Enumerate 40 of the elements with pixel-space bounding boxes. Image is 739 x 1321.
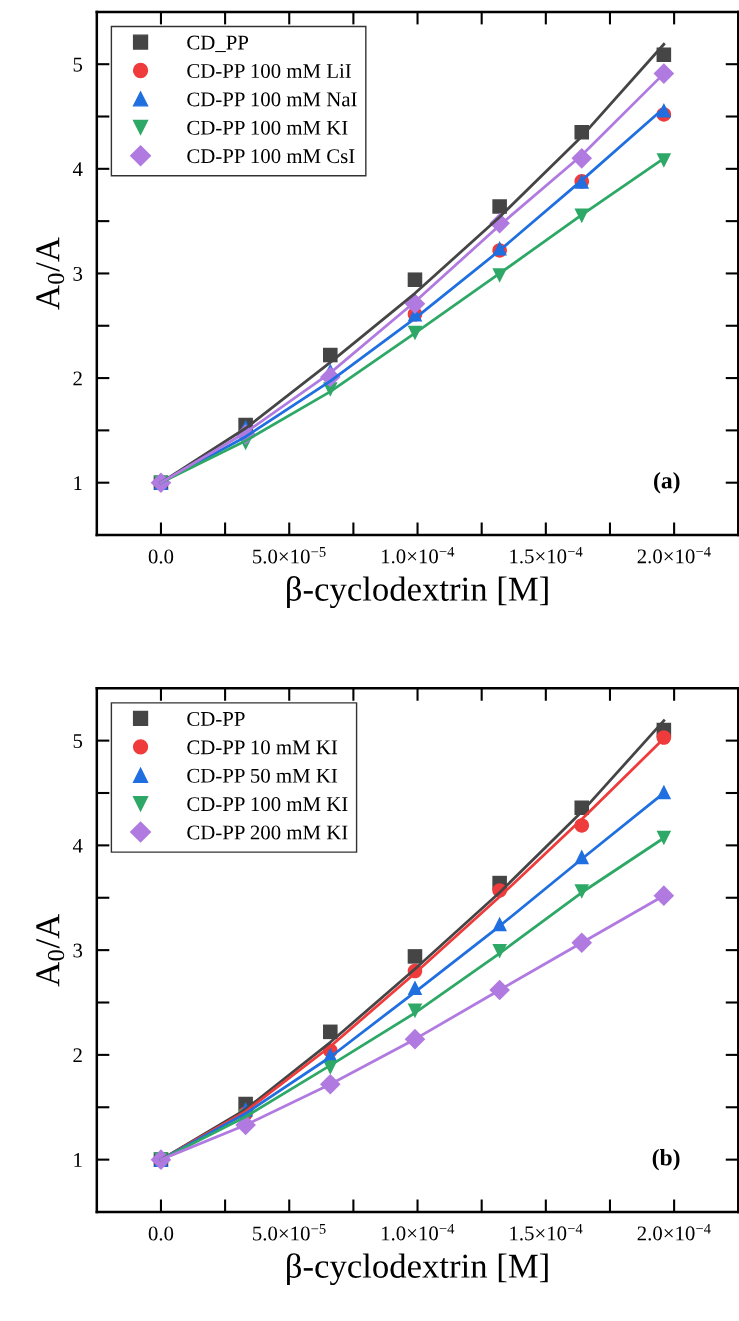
legend-label: CD-PP 50 mM KI [187, 768, 338, 783]
y-tick-label: 3 [73, 943, 83, 958]
point [407, 949, 423, 964]
legend-label: CD_PP [187, 35, 249, 53]
y-tick-label: 1 [74, 476, 82, 490]
point [492, 199, 507, 214]
annotation: (a) [654, 471, 680, 494]
y-axis-title: A$_{0}$/A [36, 237, 65, 310]
legend-label: CD-PP 100 mM LiI [187, 63, 351, 78]
legend-label: CD-PP 100 mM KI [187, 120, 348, 135]
legend-label: CD-PP 100 mM KI [187, 797, 348, 812]
x-axis-title: β-cyclodextrin [M] [287, 1253, 548, 1286]
legend-label: CD-PP 100 mM CsI [187, 149, 355, 164]
y-tick-label: 2 [73, 371, 82, 386]
point [407, 272, 423, 288]
annotation: (b) [652, 1148, 680, 1171]
x-axis-title: β-cyclodextrin [M] [287, 576, 548, 609]
y-tick-label: 3 [73, 266, 83, 281]
y-tick-label: 2 [73, 1048, 82, 1063]
x-tick-label: 1.5×10$^{−4}$ [510, 1223, 583, 1241]
x-tick-label: 0.0 [148, 1226, 174, 1241]
x-tick-label: 5.0×10$^{−5}$ [253, 547, 326, 564]
x-tick-label: 1.0×10$^{−4}$ [381, 1223, 455, 1241]
x-tick-label: 5.0×10$^{−5}$ [253, 1224, 326, 1241]
legend-label: CD-PP 100 mM NaI [187, 92, 357, 107]
y-tick-label: 1 [74, 1153, 82, 1167]
y-tick-label: 5 [73, 734, 83, 749]
x-tick-label: 1.5×10$^{−4}$ [510, 546, 583, 564]
x-tick-label: 1.0×10$^{−4}$ [381, 546, 455, 564]
legend-label: CD-PP 200 mM KI [187, 825, 348, 840]
x-tick-label: 0.0 [148, 549, 174, 564]
x-tick-label: 2.0×10$^{−4}$ [637, 1223, 711, 1241]
y-tick-label: 4 [72, 162, 83, 177]
point [323, 1024, 338, 1040]
legend-label: CD-PP [187, 711, 245, 726]
y-tick-label: 5 [73, 57, 83, 72]
legend-label: CD-PP 10 mM KI [187, 740, 338, 755]
y-tick-label: 4 [72, 838, 83, 853]
x-tick-label: 2.0×10$^{−4}$ [637, 546, 711, 564]
y-axis-title: A$_{0}$/A [36, 913, 65, 987]
